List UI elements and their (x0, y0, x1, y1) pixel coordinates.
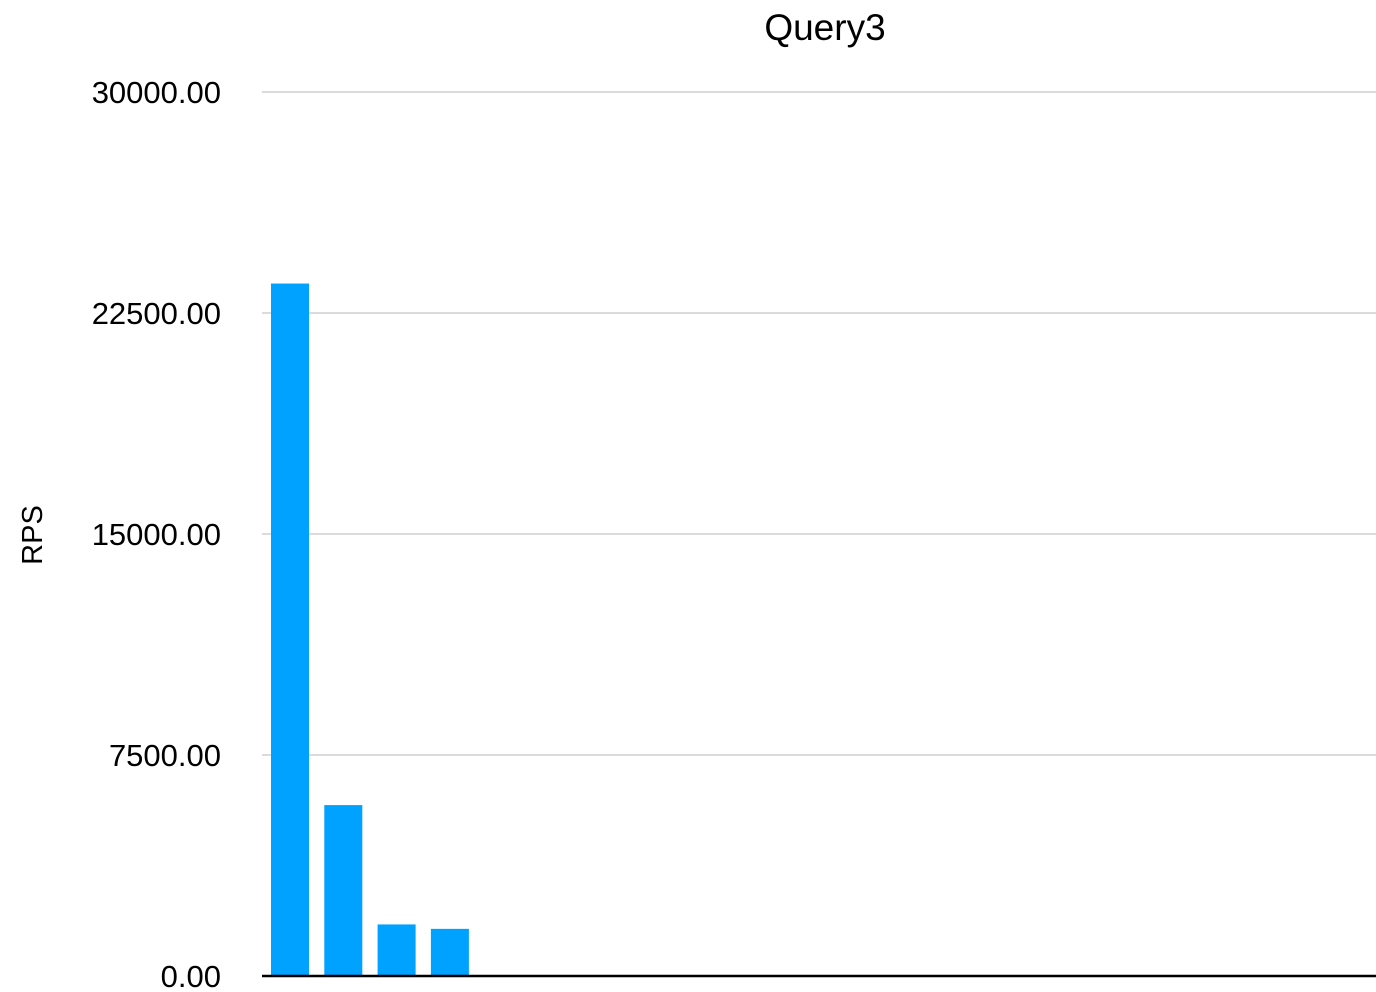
y-tick-label: 22500.00 (92, 296, 221, 331)
y-tick-label: 15000.00 (92, 517, 221, 552)
bars (271, 283, 469, 976)
bar-3 (377, 924, 416, 976)
chart-title: Query3 (764, 7, 885, 48)
y-axis-label: RPS (17, 505, 49, 565)
y-axis-ticks: 0.00 7500.00 15000.00 22500.00 30000.00 (92, 75, 221, 992)
bar-2 (324, 805, 363, 976)
bar-1 (271, 283, 309, 976)
gridlines (262, 91, 1376, 756)
bar-4 (430, 928, 469, 976)
y-tick-label: 0.00 (161, 959, 221, 992)
y-tick-label: 30000.00 (92, 75, 221, 110)
y-tick-label: 7500.00 (109, 738, 221, 773)
